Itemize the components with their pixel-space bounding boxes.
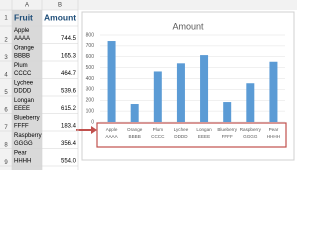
fruit-cell: Blueberry [14, 116, 40, 122]
amount-cell: 183.4 [61, 124, 77, 130]
column-header-bar [0, 0, 297, 10]
chart-title: Amount [172, 21, 204, 31]
y-tick-label: 300 [86, 87, 95, 93]
amount-cell: 554.0 [61, 159, 77, 165]
row-header: 8 [4, 143, 8, 149]
chart-area [81, 11, 295, 161]
fruit-cell: CCCC [14, 71, 32, 77]
fruit-cell: Plum [14, 63, 28, 69]
y-tick-label: 700 [86, 43, 95, 49]
y-tick-label: 0 [91, 119, 94, 125]
x-tick-label: GGGG [243, 134, 258, 139]
header-cell: Amount [44, 12, 76, 22]
bar [269, 61, 278, 122]
x-tick-label: Lychee [174, 127, 189, 132]
x-tick-label: HHHH [267, 134, 280, 139]
bar [107, 41, 116, 122]
amount-cell: 539.6 [61, 89, 77, 95]
x-tick-label: CCCC [151, 134, 165, 139]
bar [176, 63, 185, 122]
header-cell: Fruit [14, 12, 33, 22]
x-tick-label: BBBB [129, 134, 141, 139]
bar [130, 104, 139, 122]
y-tick-label: 500 [86, 65, 95, 71]
fruit-cell: Apple [14, 28, 30, 34]
amount-cell: 165.3 [61, 54, 77, 60]
x-tick-label: AAAA [105, 134, 118, 139]
amount-cell: 744.5 [61, 36, 77, 42]
y-tick-label: 400 [86, 76, 95, 82]
fruit-cell: AAAA [14, 36, 30, 42]
x-tick-label: Raspberry [240, 127, 262, 132]
x-tick-label: Blueberry [217, 127, 237, 132]
row-header: 3 [4, 55, 8, 61]
row-header: 1 [4, 16, 8, 22]
fruit-cell: Longan [14, 98, 34, 104]
x-tick-label: Longan [196, 127, 212, 132]
amount-cell: 464.7 [61, 71, 77, 77]
x-tick-label: Orange [127, 127, 143, 132]
column-header: B [58, 3, 62, 9]
x-tick-label: FFFF [222, 134, 233, 139]
x-tick-label: Pear [269, 127, 279, 132]
x-tick-label: EEEE [198, 134, 210, 139]
y-tick-label: 200 [86, 98, 95, 104]
fruit-cell: Raspberry [14, 133, 42, 139]
row-header: 5 [4, 90, 8, 96]
bar [246, 83, 255, 122]
highlight-box [96, 122, 287, 148]
amount-cell: 356.4 [61, 141, 77, 147]
row-header: 6 [4, 108, 8, 114]
arrow-head [91, 126, 97, 134]
row-header: 2 [4, 38, 8, 44]
row-header: 7 [4, 125, 8, 131]
x-tick-label: Plum [153, 127, 164, 132]
row-header: 4 [4, 73, 8, 79]
x-tick-label: Apple [106, 127, 118, 132]
y-tick-label: 100 [86, 108, 95, 114]
fruit-cell: BBBB [14, 54, 30, 60]
bar [223, 102, 232, 122]
fruit-cell: EEEE [14, 106, 30, 112]
fruit-cell: Orange [14, 46, 35, 52]
y-tick-label: 600 [86, 54, 95, 60]
x-tick-label: DDDD [174, 134, 188, 139]
row-header: 9 [4, 160, 8, 166]
fruit-cell: Pear [14, 151, 27, 157]
fruit-cell: DDDD [14, 89, 32, 95]
bar [200, 55, 209, 122]
fruit-cell: Lychee [14, 81, 34, 87]
y-tick-label: 800 [86, 32, 95, 38]
selection [12, 10, 42, 170]
screenshot: Amount A B 1 2 3 4 5 6 7 8 9 Fruit Amount Apple AAAA 74… [0, 0, 297, 170]
column-header: A [25, 3, 29, 9]
row-header-bar [0, 0, 12, 170]
bar [153, 71, 162, 122]
fruit-cell: FFFF [14, 124, 29, 130]
fruit-cell: GGGG [14, 141, 33, 147]
fruit-cell: HHHH [14, 159, 31, 165]
amount-cell: 615.2 [61, 106, 77, 112]
